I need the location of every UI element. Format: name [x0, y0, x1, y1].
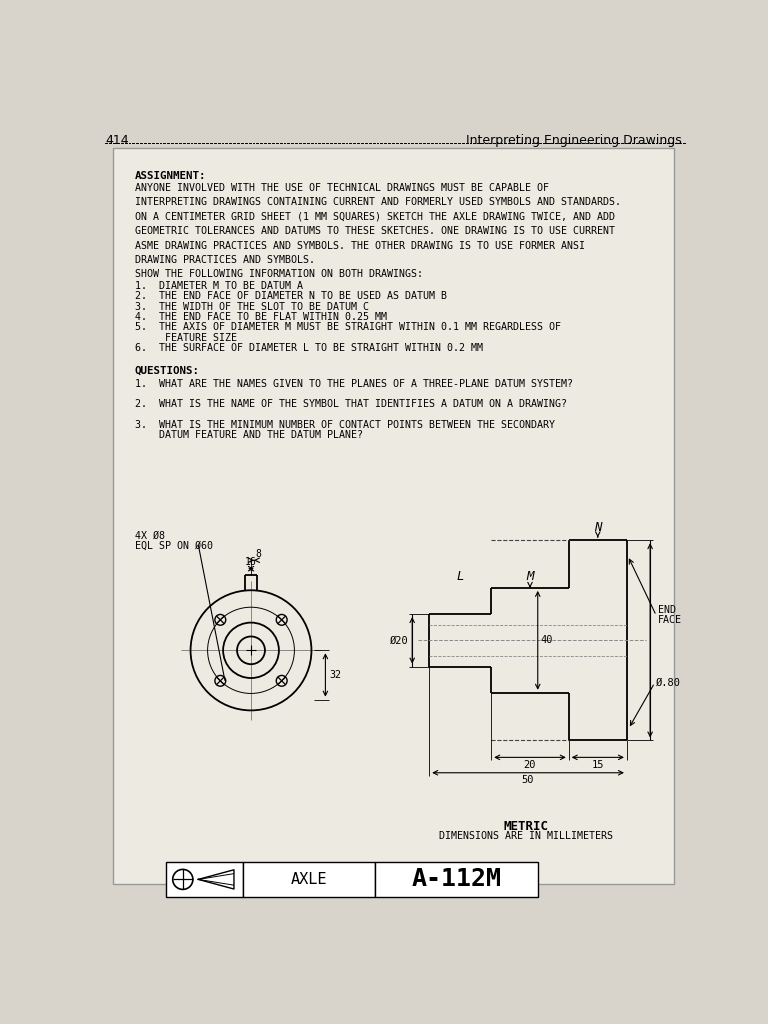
Text: 40: 40: [541, 635, 554, 645]
Text: 8: 8: [256, 549, 261, 559]
Text: ANYONE INVOLVED WITH THE USE OF TECHNICAL DRAWINGS MUST BE CAPABLE OF
INTERPRETI: ANYONE INVOLVED WITH THE USE OF TECHNICA…: [134, 183, 621, 265]
Text: 50: 50: [521, 775, 535, 785]
Text: 32: 32: [329, 670, 341, 680]
Text: SHOW THE FOLLOWING INFORMATION ON BOTH DRAWINGS:: SHOW THE FOLLOWING INFORMATION ON BOTH D…: [134, 269, 422, 280]
Text: M: M: [526, 570, 534, 584]
Text: L: L: [456, 570, 464, 584]
Text: METRIC: METRIC: [504, 820, 548, 833]
Text: 5.  THE AXIS OF DIAMETER M MUST BE STRAIGHT WITHIN 0.1 MM REGARDLESS OF: 5. THE AXIS OF DIAMETER M MUST BE STRAIG…: [134, 323, 561, 333]
Text: FACE: FACE: [658, 615, 682, 626]
Text: DIMENSIONS ARE IN MILLIMETERS: DIMENSIONS ARE IN MILLIMETERS: [439, 831, 613, 842]
Text: 6.  THE SURFACE OF DIAMETER L TO BE STRAIGHT WITHIN 0.2 MM: 6. THE SURFACE OF DIAMETER L TO BE STRAI…: [134, 343, 483, 353]
Text: DATUM FEATURE AND THE DATUM PLANE?: DATUM FEATURE AND THE DATUM PLANE?: [134, 430, 362, 440]
Text: 3.  WHAT IS THE MINIMUM NUMBER OF CONTACT POINTS BETWEEN THE SECONDARY: 3. WHAT IS THE MINIMUM NUMBER OF CONTACT…: [134, 420, 554, 430]
Text: Ø.80: Ø.80: [657, 678, 681, 688]
Text: A-112M: A-112M: [412, 867, 502, 892]
Text: QUESTIONS:: QUESTIONS:: [134, 366, 200, 376]
Text: ASSIGNMENT:: ASSIGNMENT:: [134, 171, 207, 180]
Text: 4X Ø8: 4X Ø8: [134, 531, 165, 541]
Text: END: END: [658, 605, 676, 615]
Bar: [243, 862, 375, 897]
Text: 15: 15: [591, 760, 604, 770]
Bar: [166, 862, 243, 897]
Text: 2.  WHAT IS THE NAME OF THE SYMBOL THAT IDENTIFIES A DATUM ON A DRAWING?: 2. WHAT IS THE NAME OF THE SYMBOL THAT I…: [134, 399, 567, 410]
Text: 1.  WHAT ARE THE NAMES GIVEN TO THE PLANES OF A THREE-PLANE DATUM SYSTEM?: 1. WHAT ARE THE NAMES GIVEN TO THE PLANE…: [134, 379, 573, 388]
Text: 16: 16: [245, 557, 257, 567]
Bar: [375, 862, 538, 897]
Text: EQL SP ON Ø60: EQL SP ON Ø60: [134, 541, 213, 551]
Text: FEATURE SIZE: FEATURE SIZE: [134, 333, 237, 343]
Text: 20: 20: [524, 760, 536, 770]
Text: Interpreting Engineering Drawings: Interpreting Engineering Drawings: [466, 134, 682, 146]
Text: N: N: [594, 521, 601, 535]
Text: 3.  THE WIDTH OF THE SLOT TO BE DATUM C: 3. THE WIDTH OF THE SLOT TO BE DATUM C: [134, 301, 369, 311]
Text: 4.  THE END FACE TO BE FLAT WITHIN 0.25 MM: 4. THE END FACE TO BE FLAT WITHIN 0.25 M…: [134, 312, 387, 322]
Text: 414: 414: [105, 134, 129, 146]
Text: 1.  DIAMETER M TO BE DATUM A: 1. DIAMETER M TO BE DATUM A: [134, 281, 303, 291]
Text: AXLE: AXLE: [291, 871, 327, 887]
Text: Ø20: Ø20: [389, 635, 409, 645]
Text: 2.  THE END FACE OF DIAMETER N TO BE USED AS DATUM B: 2. THE END FACE OF DIAMETER N TO BE USED…: [134, 291, 447, 301]
